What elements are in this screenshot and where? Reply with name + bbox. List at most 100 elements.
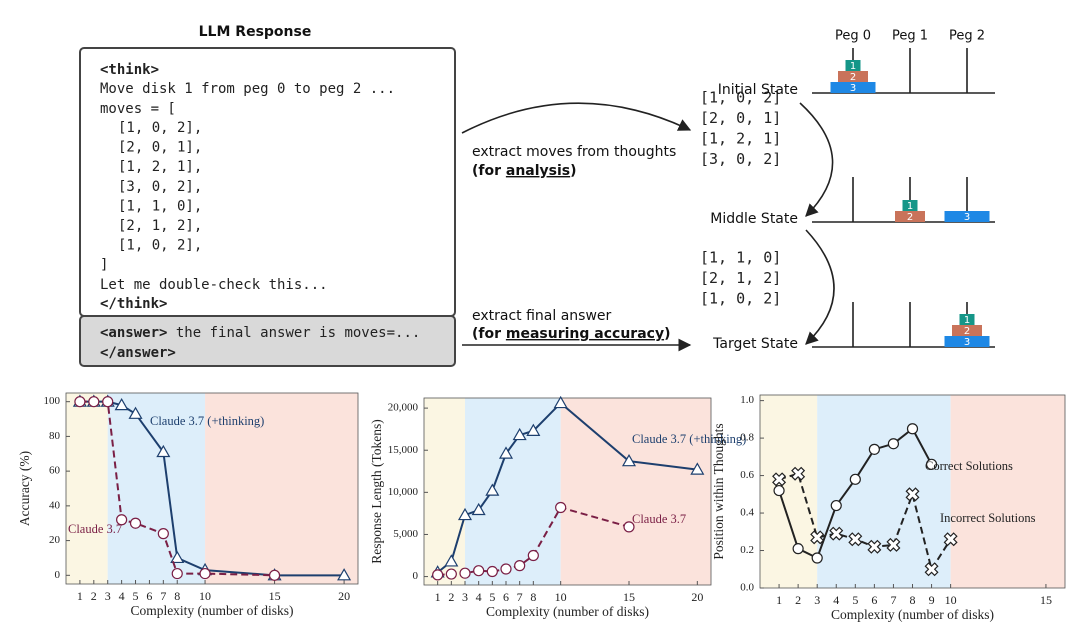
note-text: ): [570, 163, 576, 179]
y-tick-label: 0.4: [740, 507, 754, 519]
marker: [473, 565, 485, 577]
series-line: [437, 506, 630, 576]
x-tick-label: 1: [77, 589, 83, 603]
disk-label: 1: [850, 61, 856, 72]
marker: [925, 458, 938, 470]
marker: [527, 549, 539, 562]
marker: [457, 507, 473, 521]
marker: [116, 514, 128, 526]
marker: [887, 438, 900, 450]
region: [950, 395, 1065, 588]
x-tick-label: 10: [945, 593, 957, 607]
y-tick-label: 60: [49, 465, 61, 477]
arrow: [461, 102, 692, 134]
peg-label: Peg 0: [835, 29, 871, 44]
marker: [830, 499, 842, 512]
code-move: [1, 0, 2],: [118, 238, 202, 254]
marker: [553, 395, 568, 409]
x-tick-label: 4: [833, 593, 839, 607]
extract-note: (for analysis): [472, 163, 577, 179]
marker: [792, 543, 804, 555]
disk: [845, 60, 861, 71]
marker: [690, 462, 705, 475]
x-tick-label: 6: [146, 589, 152, 603]
marker: [905, 487, 920, 502]
x-tick-label: 5: [133, 589, 139, 603]
marker: [129, 517, 142, 529]
code-move: [1, 2, 1],: [118, 159, 202, 175]
y-tick-label: 0.2: [740, 544, 754, 556]
x-tick-label: 2: [448, 590, 454, 604]
marker: [924, 562, 939, 577]
y-tick-label: 0.0: [740, 582, 754, 594]
x-tick-label: 6: [871, 593, 877, 607]
x-tick-label: 4: [119, 589, 125, 603]
x-tick-label: 5: [852, 593, 858, 607]
disk: [838, 71, 868, 82]
code-line: Move disk 1 from peg 0 to peg 2 ...: [100, 81, 395, 97]
marker: [867, 539, 882, 554]
code-line: Let me double-check this...: [100, 277, 328, 293]
disk-label: 1: [907, 201, 913, 212]
peg-label: Peg 2: [949, 29, 985, 44]
marker: [623, 521, 635, 533]
code-tag: <answer>: [100, 325, 167, 341]
x-tick-label: 3: [814, 593, 820, 607]
region: [465, 398, 561, 585]
note-text: (for: [472, 163, 506, 179]
marker: [268, 569, 281, 581]
marker: [459, 567, 471, 579]
marker: [772, 472, 787, 487]
marker: [555, 501, 567, 514]
x-tick-label: 6: [503, 590, 509, 604]
x-tick-label: 15: [1040, 593, 1052, 607]
series-label: Claude 3.7 (+thinking): [632, 432, 746, 446]
y-tick-label: 0.6: [740, 469, 754, 481]
disk: [952, 325, 982, 336]
x-tick-label: 5: [489, 590, 495, 604]
y-tick-label: 1.0: [740, 394, 754, 406]
marker: [498, 446, 514, 459]
marker: [791, 466, 806, 481]
plot-frame: [65, 392, 359, 585]
extract-note: (for measuring accuracy): [472, 326, 670, 342]
marker: [471, 502, 486, 516]
x-axis-title: Complexity (number of disks): [831, 607, 994, 622]
marker: [128, 406, 143, 419]
marker: [88, 396, 100, 408]
y-axis-title: Accuracy (%): [17, 451, 32, 526]
disk-label: 3: [964, 212, 970, 223]
x-tick-label: 4: [476, 590, 482, 604]
region: [817, 395, 951, 588]
marker: [156, 444, 171, 458]
marker: [485, 483, 500, 496]
disk-label: 3: [850, 83, 856, 94]
move: [1, 0, 2]: [700, 290, 781, 308]
move: [3, 0, 2]: [700, 150, 781, 168]
series-label: Incorrect Solutions: [940, 511, 1036, 525]
disk-label: 3: [964, 337, 970, 348]
y-tick-label: 15,000: [388, 444, 419, 456]
series-line: [778, 472, 952, 572]
x-tick-label: 7: [160, 589, 166, 603]
marker: [906, 423, 919, 435]
state-label: Target State: [712, 336, 798, 352]
note-text: (for: [472, 326, 506, 342]
marker: [810, 530, 825, 545]
x-tick-label: 8: [530, 590, 536, 604]
series-label: Correct Solutions: [925, 459, 1013, 473]
marker: [74, 396, 86, 408]
disk: [944, 336, 990, 347]
x-axis-title: Complexity (number of disks): [486, 604, 649, 619]
region: [205, 393, 358, 584]
marker: [445, 568, 457, 580]
marker: [444, 554, 459, 567]
marker: [886, 537, 901, 552]
marker: [943, 532, 958, 547]
y-tick-label: 0: [55, 569, 61, 581]
x-tick-label: 20: [691, 590, 703, 604]
code-line: <think>: [100, 62, 159, 78]
answer-box: [79, 315, 456, 367]
disk: [944, 211, 990, 222]
